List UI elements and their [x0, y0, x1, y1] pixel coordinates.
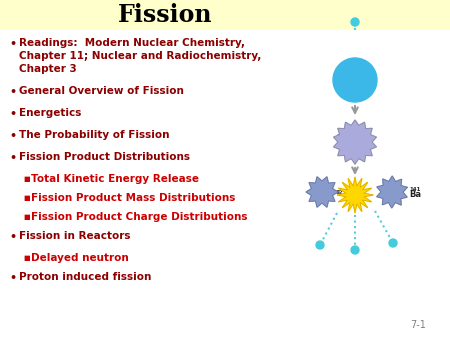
Circle shape	[351, 18, 359, 26]
Text: 235: 235	[337, 72, 350, 77]
Text: •: •	[9, 87, 16, 97]
Text: •: •	[9, 232, 16, 242]
Text: 7-1: 7-1	[410, 320, 426, 330]
Text: Readings:  Modern Nuclear Chemistry,: Readings: Modern Nuclear Chemistry,	[19, 38, 245, 48]
Text: Ba: Ba	[409, 190, 421, 199]
Polygon shape	[377, 176, 407, 208]
Text: •: •	[9, 273, 16, 283]
Text: Delayed neutron: Delayed neutron	[31, 253, 129, 263]
Text: The Probability of Fission: The Probability of Fission	[19, 130, 170, 140]
Text: ■: ■	[23, 195, 30, 201]
Text: U: U	[352, 134, 367, 150]
Circle shape	[389, 239, 397, 247]
Text: ■: ■	[23, 214, 30, 220]
Text: •: •	[9, 153, 16, 163]
Text: Fission Product Distributions: Fission Product Distributions	[19, 152, 190, 162]
Text: General Overview of Fission: General Overview of Fission	[19, 86, 184, 96]
Text: 92: 92	[335, 190, 343, 195]
Text: Chapter 11; Nuclear and Radiochemistry,: Chapter 11; Nuclear and Radiochemistry,	[19, 51, 261, 61]
Polygon shape	[337, 177, 373, 213]
Text: Energetics: Energetics	[19, 108, 81, 118]
Text: U: U	[352, 72, 367, 89]
Text: •: •	[9, 39, 16, 49]
Polygon shape	[306, 177, 338, 207]
Text: Fission in Reactors: Fission in Reactors	[19, 231, 130, 241]
Circle shape	[316, 241, 324, 249]
Text: 141: 141	[409, 187, 420, 192]
Circle shape	[351, 246, 359, 254]
Text: ■: ■	[23, 176, 30, 182]
Circle shape	[333, 58, 377, 102]
Polygon shape	[333, 120, 377, 164]
Text: •: •	[9, 131, 16, 141]
Text: Fission: Fission	[118, 3, 212, 27]
Text: Fission Product Mass Distributions: Fission Product Mass Distributions	[31, 193, 235, 203]
Text: 236: 236	[337, 135, 350, 140]
Text: Fission Product Charge Distributions: Fission Product Charge Distributions	[31, 212, 248, 222]
FancyBboxPatch shape	[0, 0, 450, 30]
Text: •: •	[9, 109, 16, 119]
Text: Total Kinetic Energy Release: Total Kinetic Energy Release	[31, 174, 199, 184]
Text: ■: ■	[23, 255, 30, 261]
Text: Kr: Kr	[343, 193, 354, 202]
Text: Proton induced fission: Proton induced fission	[19, 272, 151, 282]
Text: Chapter 3: Chapter 3	[19, 64, 77, 74]
